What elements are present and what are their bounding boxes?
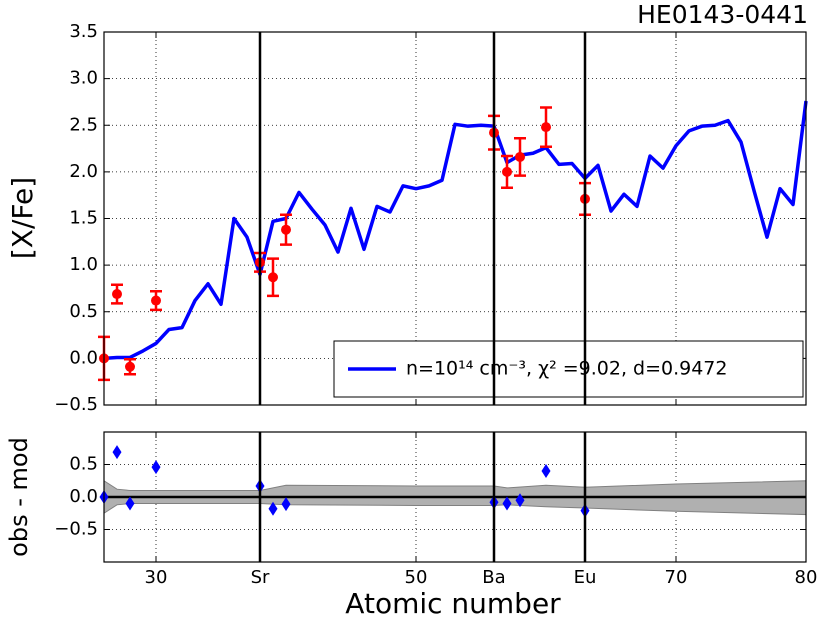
data-point [541, 122, 551, 133]
data-point [268, 272, 278, 283]
plot-frame [103, 31, 807, 406]
residual-point [112, 445, 122, 460]
data-point [515, 151, 525, 162]
y-tick-label: 3.0 [69, 68, 98, 89]
y-axis-label: [X/Fe] [6, 177, 39, 259]
x-axis-label: Atomic number [345, 587, 561, 620]
y-tick-label: 1.0 [69, 254, 98, 275]
plot-frame [103, 431, 807, 563]
model-line [103, 100, 808, 361]
x-tick-label: 30 [145, 567, 168, 588]
residual-point [125, 496, 135, 511]
residual-point [541, 464, 551, 478]
x-tick-label: 50 [405, 567, 428, 588]
chart-title: HE0143-0441 [637, 0, 808, 29]
y-tick-label: 0.5 [69, 454, 98, 475]
x-tick-label: 70 [665, 567, 688, 588]
x-tick-label: 80 [795, 567, 818, 588]
residual-point [281, 497, 291, 512]
y-tick-label: 0.5 [69, 301, 98, 322]
residual-point [268, 501, 278, 516]
x-tick-label: Sr [251, 567, 270, 588]
residual-point [151, 460, 161, 475]
data-point [502, 166, 512, 177]
y-tick-label: 1.5 [69, 208, 98, 229]
x-tick-label: Ba [482, 567, 505, 588]
y-tick-label: −0.5 [54, 519, 98, 540]
y-tick-label: 0.0 [69, 486, 98, 507]
y-tick-label: 2.0 [69, 161, 98, 182]
data-point [125, 361, 135, 372]
y-tick-label: 0.0 [69, 347, 98, 368]
y-tick-label: 3.5 [69, 21, 98, 42]
legend-label: n=10¹⁴ cm⁻³, χ² =9.02, d=0.9472 [406, 358, 728, 380]
y-tick-label: 2.5 [69, 114, 98, 135]
residual-point [515, 493, 525, 508]
residual-point [502, 496, 512, 511]
y-tick-label: −0.5 [54, 394, 98, 415]
y-axis-label: obs - mod [5, 437, 33, 557]
data-point [151, 295, 161, 306]
legend-box [333, 340, 804, 398]
data-point [112, 289, 122, 300]
x-tick-label: Eu [574, 567, 597, 588]
data-point [281, 224, 291, 235]
